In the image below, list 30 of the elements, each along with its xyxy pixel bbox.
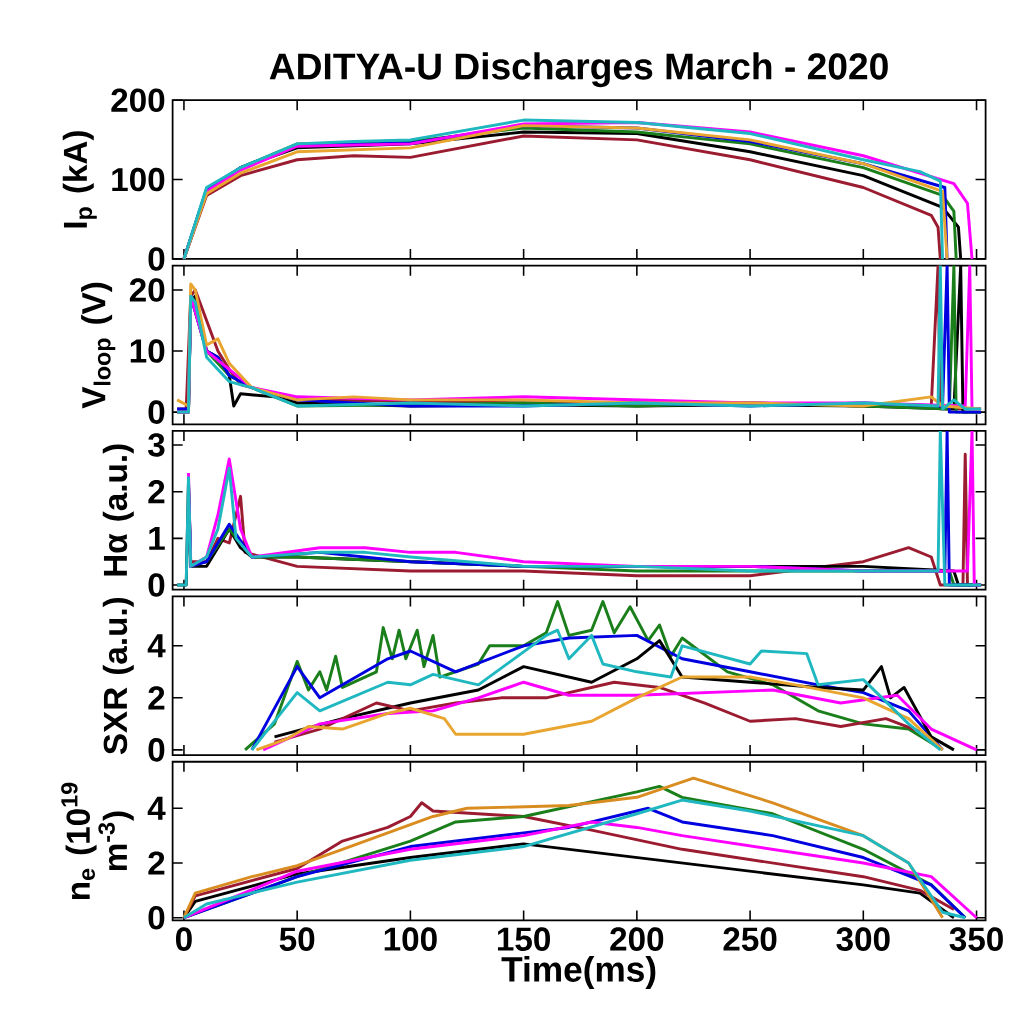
x-tick-label: 0 [176, 927, 192, 951]
y-tick-label: 200 [111, 88, 165, 113]
y-axis-title: SXR (a.u.) [102, 597, 134, 755]
y-axis-title: I$_{p}$ (kA) [62, 131, 97, 228]
y-tick-label: 1 [149, 526, 165, 550]
y-tick-label: 100 [112, 167, 165, 192]
y-tick-label: 2 [148, 851, 165, 875]
x-tick-label: 250 [723, 927, 777, 951]
y-tick-label: 0 [148, 400, 165, 424]
y-tick-label: 0 [148, 247, 165, 271]
y-tick-label: 2 [148, 686, 165, 710]
x-tick-label: 100 [384, 927, 437, 951]
y-axis-title: Hα (a.u.) [102, 444, 134, 576]
y-tick-label: 0 [148, 573, 165, 597]
y-tick-label: 10 [130, 339, 165, 363]
y-tick-label: 20 [129, 278, 165, 302]
y-tick-label: 0 [148, 905, 165, 930]
x-axis-title: Time(ms) [501, 956, 656, 989]
x-tick-label: 50 [279, 927, 315, 951]
y-tick-label: 3 [147, 433, 165, 457]
x-tick-label: 300 [836, 927, 890, 951]
y-tick-label: 0 [148, 738, 165, 762]
y-tick-label: 4 [147, 634, 166, 658]
y-tick-label: 4 [147, 796, 166, 820]
chart-title: ADITYA-U Discharges March - 2020 [269, 52, 888, 88]
x-tick-label: 150 [497, 927, 550, 951]
y-tick-label: 2 [148, 480, 165, 504]
x-tick-label: 200 [610, 927, 664, 951]
y-axis-title: V$_{loop}$ (V) [81, 282, 116, 409]
x-tick-label: 350 [949, 927, 1003, 951]
